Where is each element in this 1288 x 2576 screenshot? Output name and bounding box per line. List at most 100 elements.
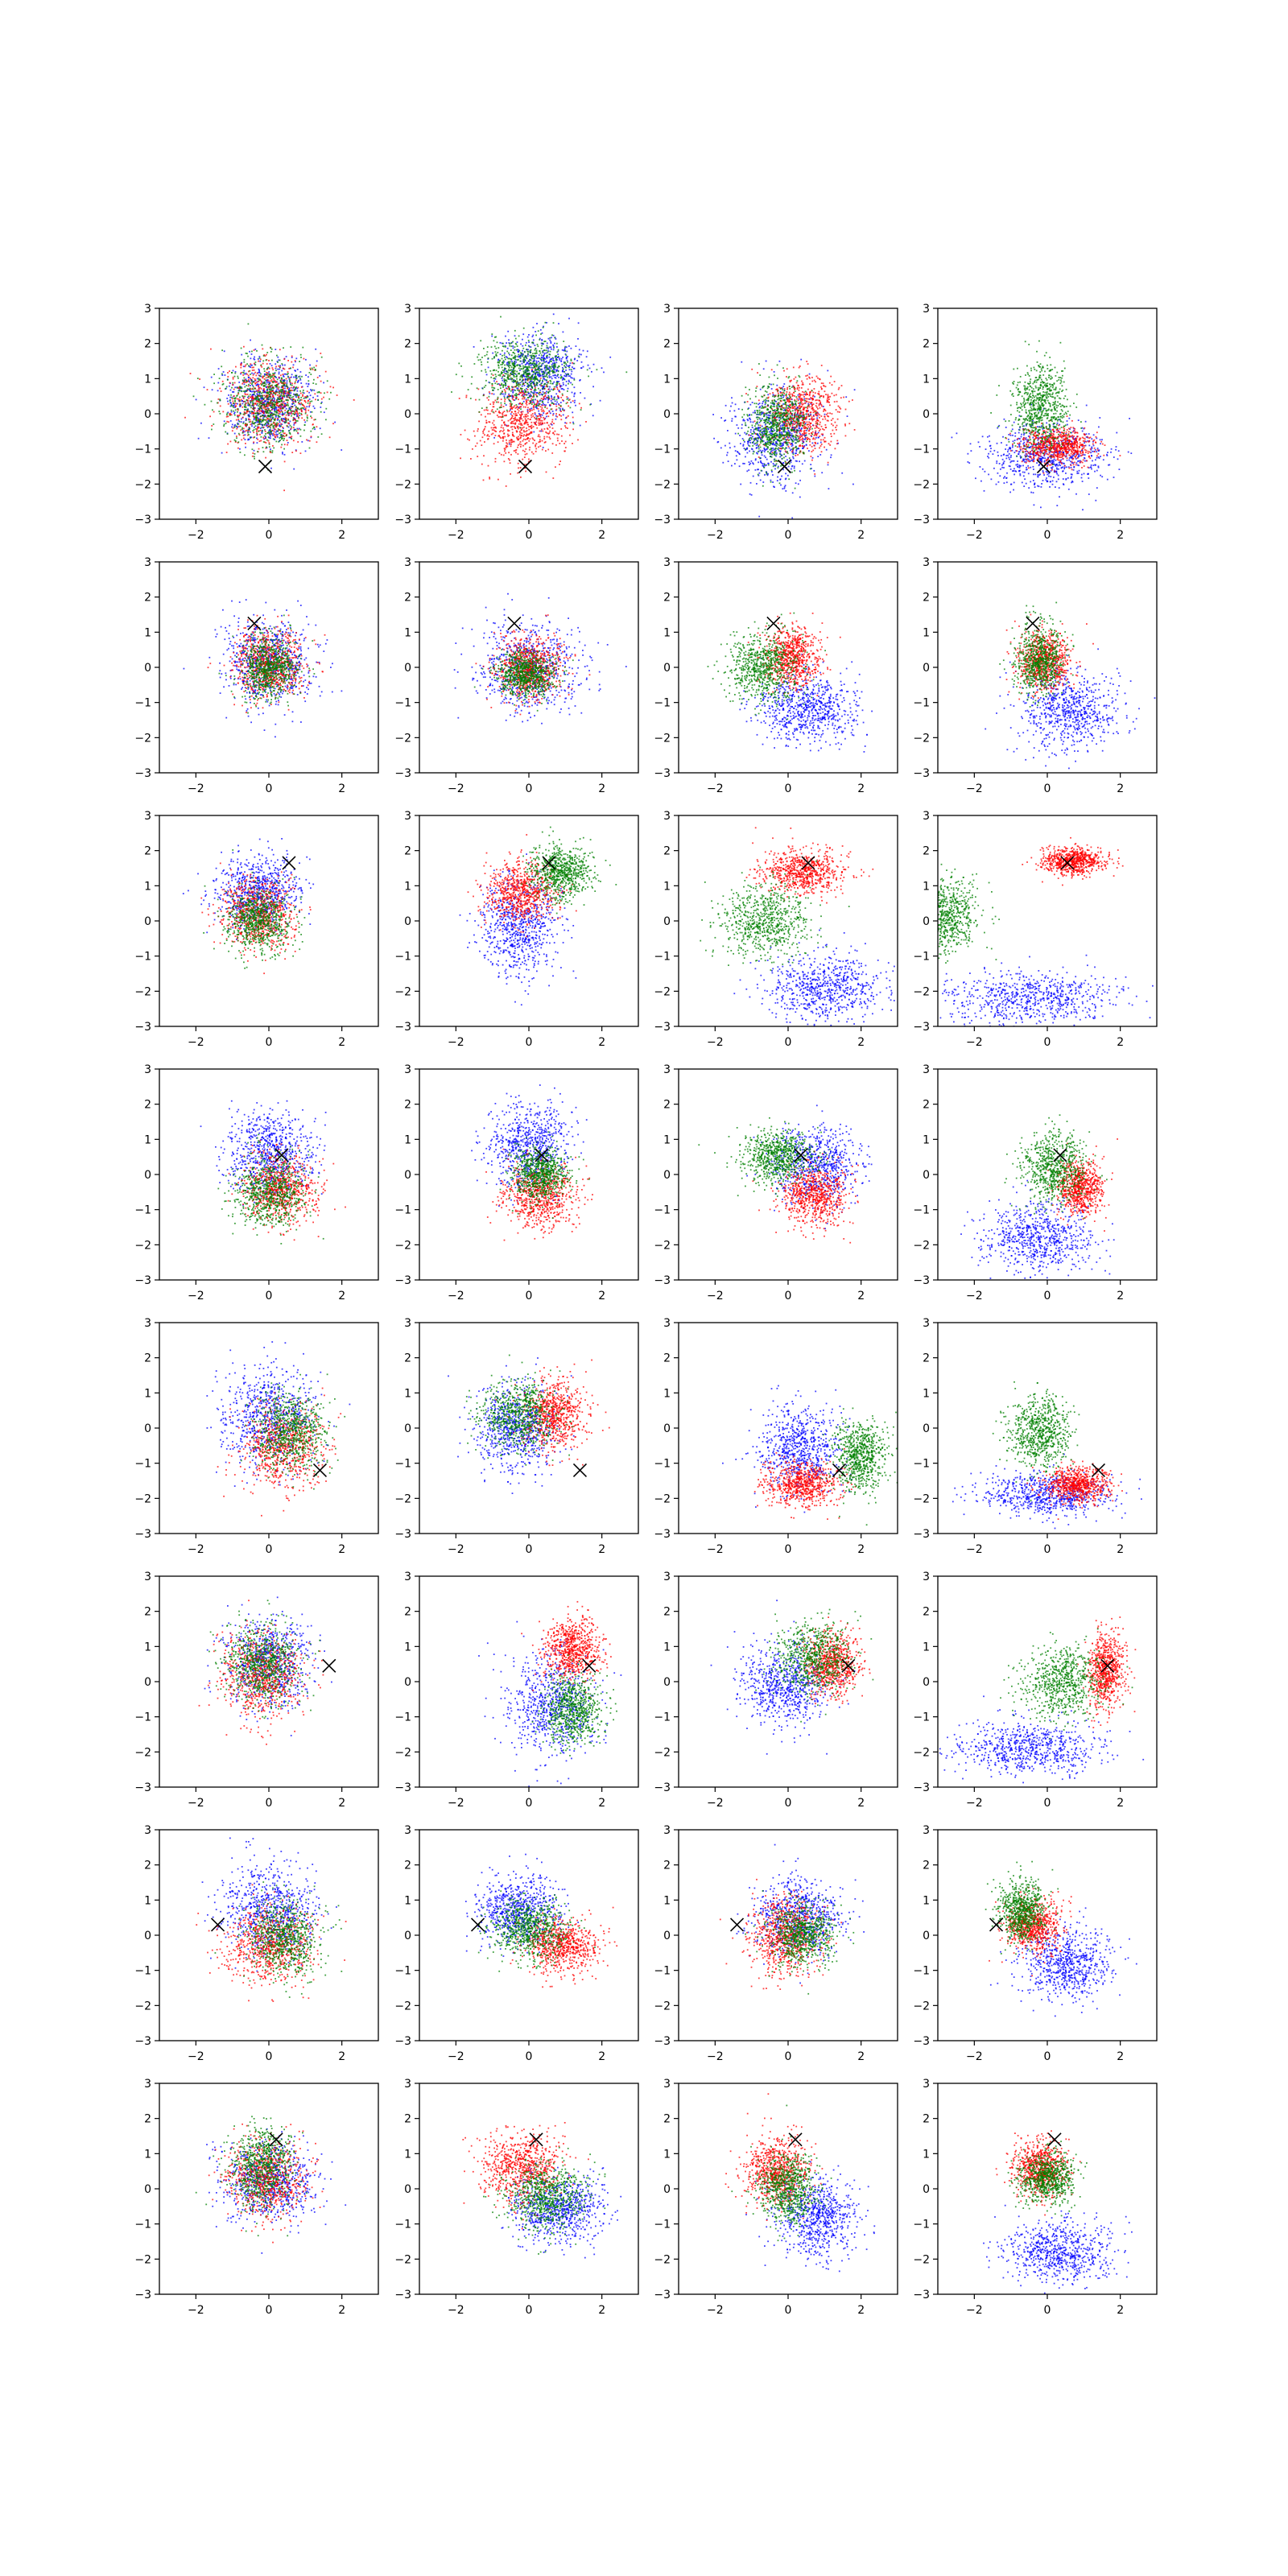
data-point bbox=[516, 371, 518, 373]
data-point bbox=[258, 381, 260, 382]
data-point bbox=[574, 400, 576, 402]
y-tick-label: 3 bbox=[144, 303, 151, 316]
data-point bbox=[567, 360, 568, 361]
data-point bbox=[235, 366, 237, 368]
data-point bbox=[534, 359, 535, 361]
data-point bbox=[284, 444, 286, 445]
data-point bbox=[246, 353, 247, 354]
data-point bbox=[262, 447, 264, 448]
data-point bbox=[792, 492, 794, 493]
data-point bbox=[529, 386, 530, 387]
data-point bbox=[531, 367, 533, 369]
data-point bbox=[574, 379, 576, 381]
data-point bbox=[258, 411, 260, 413]
data-point bbox=[572, 411, 573, 413]
data-point bbox=[557, 389, 559, 390]
data-point bbox=[485, 369, 486, 371]
data-point bbox=[260, 413, 262, 415]
data-point bbox=[229, 370, 230, 372]
data-point bbox=[548, 367, 550, 369]
data-point bbox=[568, 380, 570, 382]
data-point bbox=[526, 416, 527, 418]
data-point bbox=[772, 474, 774, 476]
data-point bbox=[266, 352, 268, 353]
data-point bbox=[510, 442, 512, 444]
data-point bbox=[712, 414, 714, 415]
data-point bbox=[535, 446, 536, 448]
data-point bbox=[769, 431, 770, 433]
data-point bbox=[504, 397, 506, 398]
data-point bbox=[504, 357, 506, 358]
data-point bbox=[244, 407, 246, 408]
data-point bbox=[547, 343, 548, 345]
data-point bbox=[308, 376, 309, 378]
data-point bbox=[547, 369, 548, 370]
data-point bbox=[493, 403, 494, 405]
data-point bbox=[282, 453, 283, 455]
data-point bbox=[295, 420, 297, 422]
data-point bbox=[298, 398, 299, 399]
data-point bbox=[267, 432, 269, 434]
data-point bbox=[498, 374, 500, 376]
data-point bbox=[529, 400, 530, 402]
data-point bbox=[523, 407, 525, 408]
data-point bbox=[261, 398, 262, 400]
data-point bbox=[518, 368, 520, 369]
data-point bbox=[474, 363, 476, 365]
data-point bbox=[242, 387, 243, 389]
data-point bbox=[497, 415, 498, 416]
data-point bbox=[516, 415, 518, 416]
data-point bbox=[535, 331, 536, 332]
data-point bbox=[529, 346, 530, 348]
data-point bbox=[544, 395, 546, 397]
data-point bbox=[541, 429, 543, 431]
data-point bbox=[557, 374, 559, 376]
data-point bbox=[233, 401, 234, 402]
data-point bbox=[539, 439, 541, 440]
y-tick-label: −2 bbox=[394, 478, 411, 491]
data-point bbox=[482, 388, 484, 390]
data-point bbox=[310, 415, 312, 417]
data-point bbox=[559, 415, 560, 416]
data-point bbox=[496, 369, 497, 371]
data-point bbox=[845, 396, 847, 398]
data-point bbox=[545, 450, 547, 452]
data-point bbox=[489, 477, 490, 478]
data-point bbox=[735, 433, 737, 435]
data-point bbox=[309, 398, 311, 400]
data-point bbox=[250, 388, 251, 390]
data-point bbox=[535, 385, 536, 386]
data-point bbox=[250, 374, 251, 375]
data-point bbox=[534, 440, 535, 441]
data-point bbox=[300, 393, 302, 394]
data-point bbox=[535, 412, 536, 414]
data-point bbox=[502, 386, 504, 388]
data-point bbox=[753, 438, 755, 440]
data-point bbox=[245, 413, 246, 415]
data-point bbox=[768, 428, 770, 430]
data-point bbox=[286, 420, 287, 422]
data-point bbox=[552, 345, 554, 346]
data-point bbox=[266, 374, 267, 375]
data-point bbox=[523, 328, 525, 329]
data-point bbox=[526, 422, 527, 423]
data-point bbox=[504, 395, 506, 397]
data-point bbox=[281, 389, 283, 390]
data-point bbox=[737, 459, 738, 460]
data-point bbox=[272, 445, 274, 447]
data-point bbox=[304, 422, 306, 423]
data-point bbox=[526, 400, 527, 402]
data-point bbox=[506, 388, 508, 390]
data-point bbox=[556, 416, 558, 418]
data-point bbox=[516, 431, 518, 433]
data-point bbox=[750, 421, 752, 423]
data-point bbox=[236, 436, 237, 437]
data-point bbox=[485, 416, 486, 418]
data-point bbox=[269, 375, 270, 377]
x-tick-label: 0 bbox=[526, 529, 533, 542]
data-point bbox=[544, 428, 546, 430]
data-point bbox=[268, 399, 270, 401]
data-point bbox=[295, 375, 297, 377]
data-point bbox=[777, 480, 778, 481]
data-point bbox=[254, 427, 255, 428]
